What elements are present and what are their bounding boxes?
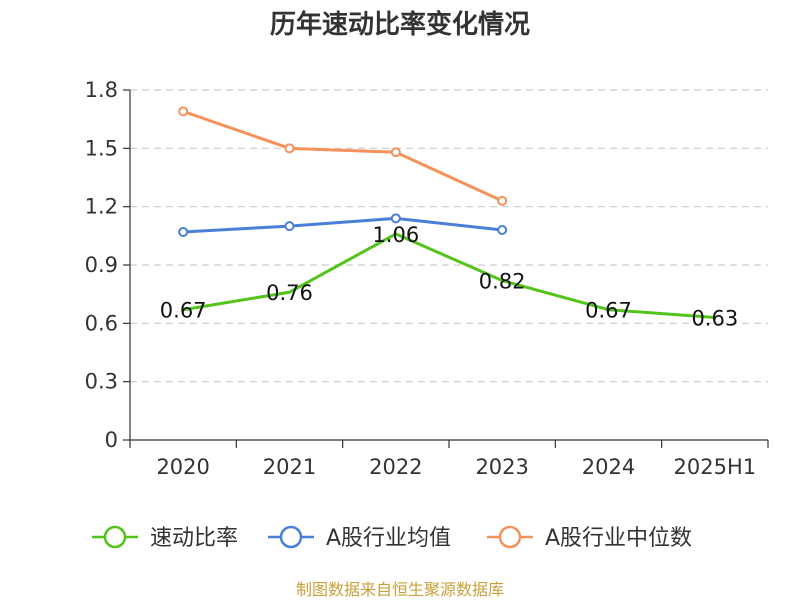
legend-swatch-marker: [279, 525, 303, 549]
chart-title: 历年速动比率变化情况: [270, 9, 530, 40]
y-tick-label: 0.9: [85, 253, 118, 277]
series-line-2: [182, 109, 503, 203]
data-label: 0.63: [691, 307, 738, 331]
legend-label: A股行业均值: [326, 526, 451, 551]
source-note: 制图数据来自恒生聚源数据库: [296, 580, 504, 599]
x-tick-label: 2020: [156, 455, 209, 479]
legend-swatch-marker: [103, 525, 127, 549]
data-label: 0.67: [160, 299, 207, 323]
legend-item-1[interactable]: A股行业均值: [268, 525, 451, 551]
y-tick-label: 1.5: [85, 136, 118, 160]
data-label: 1.06: [372, 223, 419, 247]
x-tick-label: 2021: [263, 455, 316, 479]
data-label: 0.76: [266, 281, 313, 305]
x-tick-label: 2022: [369, 455, 422, 479]
series-point-1: [178, 226, 189, 237]
data-label: 0.67: [585, 299, 632, 323]
series-point-2: [178, 106, 189, 117]
grid: [130, 89, 768, 383]
data-labels: 0.67 0.76 1.06 0.82 0.67 0.63: [160, 223, 738, 331]
x-tick-label: 2025H1: [674, 455, 757, 479]
legend-item-0[interactable]: 速动比率: [92, 525, 238, 551]
series-group: [178, 106, 715, 319]
series-point-1: [284, 221, 295, 232]
y-tick-label: 1.8: [85, 78, 118, 102]
series-point-2: [284, 143, 295, 154]
legend-item-2[interactable]: A股行业中位数: [487, 525, 692, 551]
y-axis-ticks: 0 0.3 0.6 0.9 1.2 1.5 1.8: [85, 78, 130, 452]
series-point-2: [497, 195, 508, 206]
x-axis-ticks: 2020 2021 2022 2023 2024 2025H1: [129, 440, 769, 479]
legend-swatch-marker: [498, 525, 522, 549]
y-tick-label: 0: [105, 428, 118, 452]
x-tick-label: 2024: [582, 455, 635, 479]
series-point-1: [497, 225, 508, 235]
legend[interactable]: 速动比率 A股行业均值 A股行业中位数: [92, 525, 692, 551]
series-point-1: [390, 213, 401, 224]
y-tick-label: 0.6: [85, 311, 118, 335]
y-tick-label: 0.3: [85, 370, 118, 394]
x-tick-label: 2023: [475, 455, 528, 479]
legend-label: 速动比率: [150, 526, 238, 551]
legend-label: A股行业中位数: [545, 526, 692, 551]
data-label: 0.82: [479, 270, 526, 294]
y-tick-label: 1.2: [85, 195, 118, 219]
series-line-0: [182, 232, 715, 319]
series-line-1: [183, 216, 503, 234]
series-point-2: [390, 147, 401, 158]
